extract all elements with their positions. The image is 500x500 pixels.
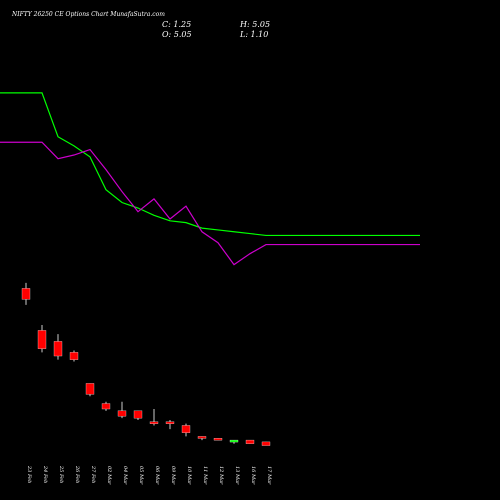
ma-fast-line bbox=[0, 92, 420, 237]
candle-body bbox=[245, 439, 255, 444]
candle bbox=[101, 401, 111, 411]
x-tick-label: 06 Mar bbox=[154, 466, 160, 485]
x-tick-label: 16 Mar bbox=[250, 466, 256, 485]
candle-body bbox=[85, 383, 95, 395]
x-tick-label: 26 Feb bbox=[74, 465, 80, 483]
x-tick-label: 23 Feb bbox=[26, 465, 32, 483]
candle bbox=[197, 436, 207, 441]
candle bbox=[85, 383, 95, 397]
candle bbox=[213, 438, 223, 441]
x-tick-label: 11 Mar bbox=[202, 466, 208, 485]
candle bbox=[229, 439, 239, 444]
x-tick-label: 10 Mar bbox=[186, 466, 192, 485]
moving-averages bbox=[0, 92, 420, 266]
x-axis-labels: 23 Feb 24 Feb 25 Feb 26 Feb 27 Feb 02 Mar 04 M… bbox=[26, 465, 272, 485]
ohlc-open: O: 5.05 bbox=[162, 30, 192, 39]
candle-body bbox=[21, 288, 31, 300]
candle bbox=[133, 410, 143, 420]
candle-body bbox=[213, 438, 223, 441]
candle bbox=[37, 324, 47, 353]
candle bbox=[53, 334, 63, 360]
candle-body bbox=[261, 441, 271, 446]
chart-title: NIFTY 26250 CE Options Chart MunafaSutra… bbox=[11, 11, 165, 18]
x-tick-label: 05 Mar bbox=[138, 466, 144, 485]
candle bbox=[149, 409, 159, 426]
x-tick-label: 02 Mar bbox=[106, 466, 112, 485]
x-tick-label: 25 Feb bbox=[58, 465, 64, 483]
ohlc-low: L: 1.10 bbox=[239, 30, 268, 39]
x-tick-label: 24 Feb bbox=[42, 465, 48, 483]
candle bbox=[181, 423, 191, 437]
ma-slow-line bbox=[0, 141, 420, 266]
candle bbox=[69, 350, 79, 362]
candle-body bbox=[197, 436, 207, 439]
x-tick-label: 12 Mar bbox=[218, 466, 224, 485]
x-tick-label: 09 Mar bbox=[170, 466, 176, 485]
candle-body bbox=[37, 330, 47, 349]
candle bbox=[117, 401, 127, 419]
candles bbox=[21, 282, 271, 446]
candle-body bbox=[69, 352, 79, 360]
candle-body bbox=[117, 410, 127, 417]
candle-body bbox=[53, 341, 63, 357]
candle bbox=[261, 441, 271, 446]
x-tick-label: 04 Mar bbox=[122, 466, 128, 485]
candle bbox=[245, 439, 255, 444]
candle-body bbox=[229, 439, 239, 443]
candle bbox=[165, 419, 175, 430]
x-tick-label: 17 Mar bbox=[266, 466, 272, 485]
candle-body bbox=[165, 421, 175, 424]
candle-body bbox=[149, 421, 159, 424]
ohlc-high: H: 5.05 bbox=[239, 20, 270, 29]
ohlc-close: C: 1.25 bbox=[162, 20, 191, 29]
x-tick-label: 13 Mar bbox=[234, 466, 240, 485]
x-tick-label: 27 Feb bbox=[90, 465, 96, 483]
candle-body bbox=[133, 410, 143, 419]
candle-body bbox=[101, 403, 111, 410]
candle-body bbox=[181, 425, 191, 433]
candle bbox=[21, 282, 31, 305]
